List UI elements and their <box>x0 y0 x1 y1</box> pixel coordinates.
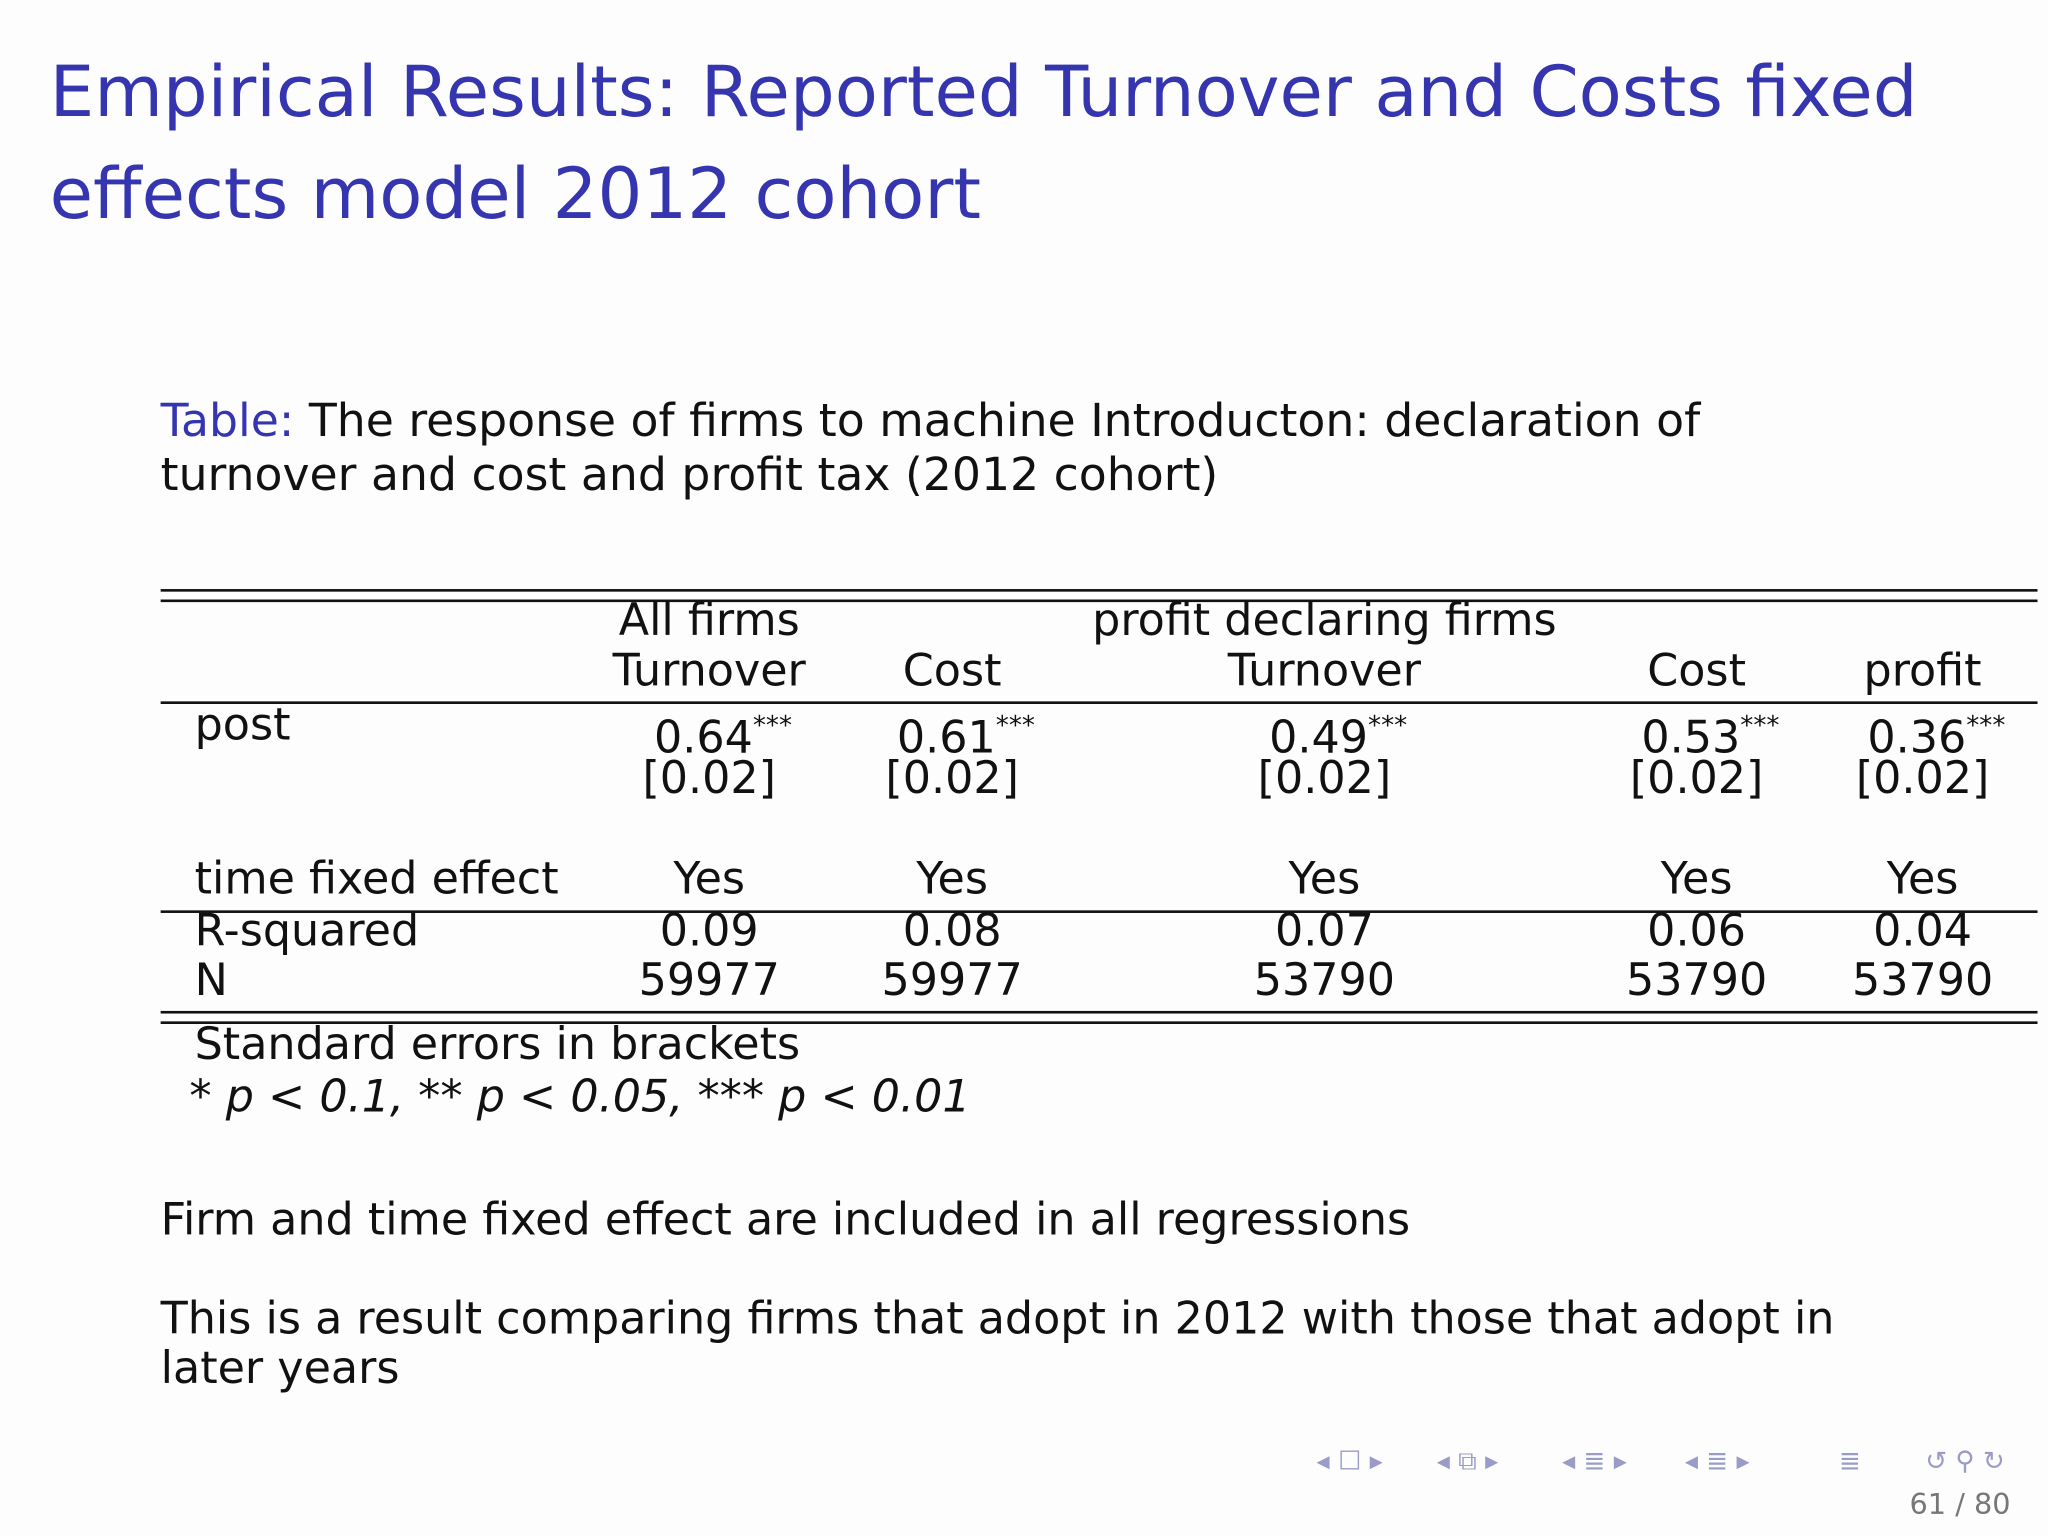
n-cell: 59977 <box>638 954 780 1008</box>
table-note-se: Standard errors in brackets <box>194 1018 801 1072</box>
coef-value: 0.49 <box>1269 711 1369 765</box>
coef-value: 0.36 <box>1867 711 1967 765</box>
group-header-profit-declaring: profit declaring firms <box>1092 594 1557 647</box>
r2-cell: 0.06 <box>1647 905 1747 958</box>
se-cell: [0.02] <box>1855 752 1990 805</box>
coef-value: 0.61 <box>896 711 996 765</box>
slide-title-line2: effects model 2012 cohort <box>49 152 981 236</box>
bottom-rule-2 <box>160 1021 2038 1024</box>
se-cell: [0.02] <box>885 752 1019 805</box>
tfe-cell: Yes <box>673 852 746 906</box>
column-header: Cost <box>1647 645 1746 698</box>
coef-cell: 0.36*** <box>1867 699 2005 764</box>
slide-title-line1: Empirical Results: Reported Turnover and… <box>49 50 1918 134</box>
frame-nav-icon[interactable]: ◂ ☐ ▸ <box>1316 1444 1383 1476</box>
row-label-n: N <box>194 954 228 1008</box>
se-cell: [0.02] <box>1629 752 1764 805</box>
note-comparison-line2: later years <box>160 1342 400 1395</box>
note-comparison-line1: This is a result comparing firms that ad… <box>160 1293 1835 1346</box>
r2-cell: 0.09 <box>659 905 759 958</box>
significance-stars: *** <box>1368 709 1408 741</box>
section-nav-icon[interactable]: ◂ ≣ ▸ <box>1562 1444 1627 1476</box>
n-cell: 53790 <box>1253 954 1396 1008</box>
significance-stars: *** <box>995 709 1035 741</box>
row-label-post: post <box>194 698 291 752</box>
coef-cell: 0.61*** <box>897 699 1035 764</box>
row-label-r-squared: R-squared <box>194 905 420 958</box>
mid-rule <box>160 910 2038 913</box>
note-fixed-effects: Firm and time fixed effect are included … <box>160 1193 1411 1247</box>
coef-value: 0.64 <box>653 711 753 765</box>
coef-value: 0.53 <box>1641 711 1741 765</box>
se-cell: [0.02] <box>642 752 776 805</box>
tfe-cell: Yes <box>1886 852 1959 906</box>
tfe-cell: Yes <box>1288 852 1361 906</box>
n-cell: 53790 <box>1851 954 1994 1008</box>
table-note-significance: * p < 0.1, ** p < 0.05, *** p < 0.01 <box>189 1071 971 1124</box>
column-header: Cost <box>902 645 1002 698</box>
coef-cell: 0.53*** <box>1641 699 1779 764</box>
r2-cell: 0.07 <box>1274 905 1374 958</box>
document-nav-icon[interactable]: ◂ ≣ ▸ <box>1684 1444 1750 1476</box>
caption-label: Table: <box>160 395 295 448</box>
significance-stars: *** <box>752 709 793 741</box>
r2-cell: 0.08 <box>902 905 1002 958</box>
search-back-forward-icon[interactable]: ↺ ⚲ ↻ <box>1925 1444 2005 1476</box>
n-cell: 53790 <box>1625 954 1768 1008</box>
tfe-cell: Yes <box>916 852 988 906</box>
caption-line1: The response of firms to machine Introdu… <box>308 395 1701 448</box>
header-rule <box>160 701 2038 704</box>
tfe-cell: Yes <box>1660 852 1733 906</box>
significance-stars: *** <box>1966 709 2006 741</box>
se-cell: [0.02] <box>1257 752 1392 805</box>
column-header: Turnover <box>1227 645 1421 698</box>
coef-cell: 0.64*** <box>654 699 792 764</box>
table-caption: Table: The response of firms to machine … <box>161 396 1701 450</box>
n-cell: 59977 <box>881 954 1023 1008</box>
row-label-time-fixed-effect: time fixed effect <box>194 852 559 906</box>
column-header: Turnover <box>612 645 806 698</box>
align-icon[interactable]: ≣ <box>1838 1444 1861 1476</box>
significance-stars: *** <box>1740 709 1780 741</box>
subsection-nav-icon[interactable]: ◂ ⧉ ▸ <box>1436 1444 1499 1476</box>
table-top-rule <box>160 589 2038 592</box>
group-header-all-firms: All firms <box>618 594 800 647</box>
column-header: profit <box>1863 645 1982 698</box>
coef-cell: 0.49*** <box>1269 699 1407 764</box>
caption-line2: turnover and cost and profit tax (2012 c… <box>160 449 1219 502</box>
page-number: 61 / 80 <box>1909 1488 2011 1522</box>
table-top-rule-2 <box>160 599 2038 603</box>
r2-cell: 0.04 <box>1873 905 1973 958</box>
bottom-rule <box>160 1010 2038 1014</box>
